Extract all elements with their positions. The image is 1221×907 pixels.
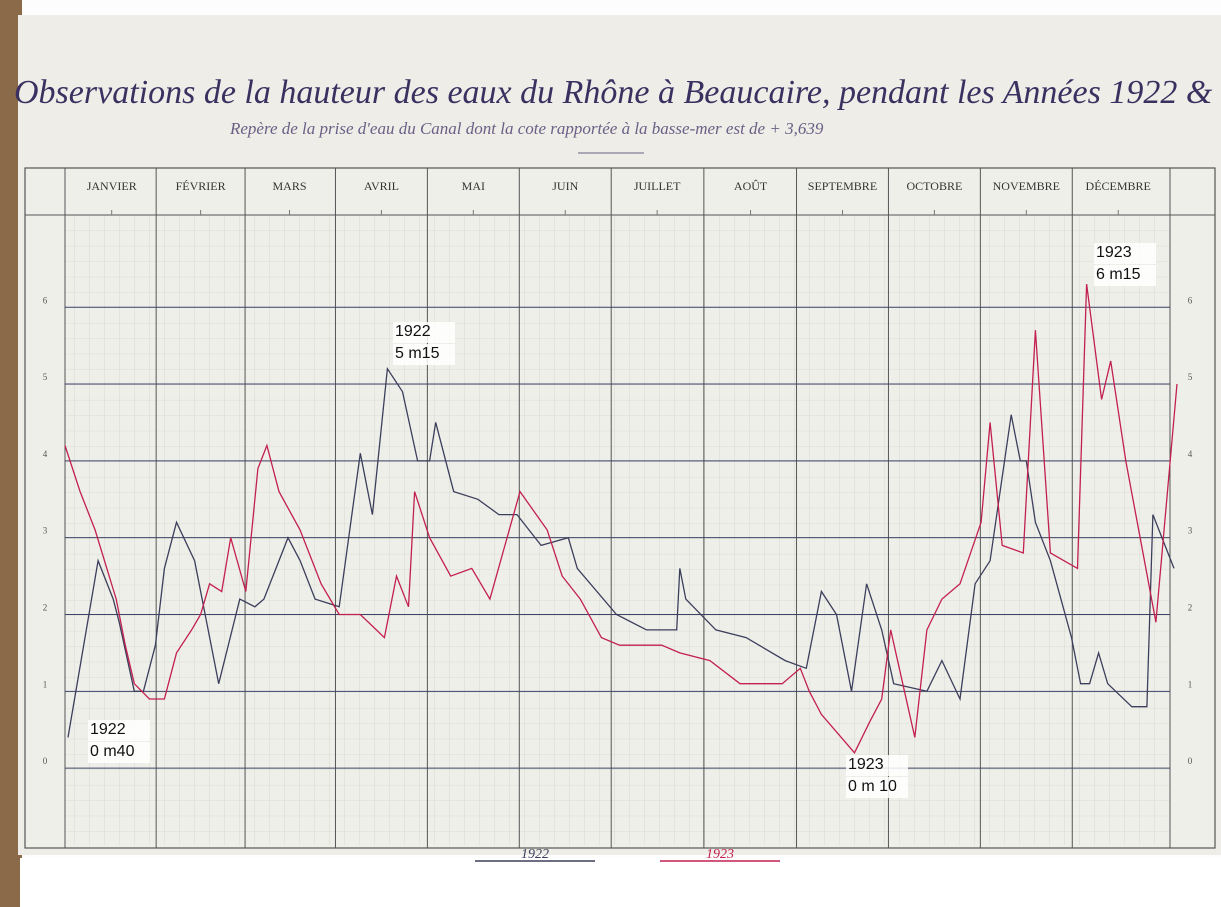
x-tick-label: FÉVRIER <box>176 179 226 193</box>
x-tick-label: MARS <box>272 179 306 193</box>
x-tick-label: NOVEMBRE <box>993 179 1060 193</box>
x-tick-label: JUILLET <box>634 179 681 193</box>
y-tick-label: 3 <box>43 526 48 536</box>
annotation: 1922 <box>90 721 126 738</box>
y-tick-label: 5 <box>43 372 48 382</box>
annotation: 5 m15 <box>395 345 440 362</box>
annotation: 6 m15 <box>1096 266 1141 283</box>
y-tick-label: 0 <box>43 756 48 766</box>
y-tick-label: 6 <box>1188 295 1193 305</box>
annotation-bg <box>393 322 455 343</box>
y-tick-label: 1 <box>1188 679 1193 689</box>
x-tick-label: JANVIER <box>87 179 137 193</box>
binding-edge <box>0 0 22 907</box>
y-tick-label: 5 <box>1188 372 1193 382</box>
chart-subtitle: Repère de la prise d'eau du Canal dont l… <box>229 119 824 138</box>
annotation: 0 m 10 <box>848 778 897 795</box>
data-line <box>64 284 1178 754</box>
footer <box>20 858 1221 907</box>
x-tick-label: OCTOBRE <box>907 179 963 193</box>
legend-label: 1922 <box>521 847 549 862</box>
x-tick-label: DÉCEMBRE <box>1086 179 1151 193</box>
annotation: 1923 <box>848 756 884 773</box>
x-tick-label: MAI <box>462 179 485 193</box>
annotation-bg <box>88 742 150 763</box>
annotation-bg <box>846 777 908 798</box>
y-tick-label: 6 <box>43 295 48 305</box>
y-tick-label: 1 <box>43 679 48 689</box>
annotation-bg <box>88 720 150 741</box>
legend-label: 1923 <box>706 847 734 862</box>
annotation-bg <box>393 344 455 365</box>
y-tick-label: 2 <box>43 603 48 613</box>
annotation: 1922 <box>395 323 431 340</box>
annotation: 1923 <box>1096 244 1132 261</box>
y-tick-label: 2 <box>1188 603 1193 613</box>
x-tick-label: AOÛT <box>734 179 768 193</box>
x-tick-label: JUIN <box>552 179 578 193</box>
annotation: 0 m40 <box>90 743 135 760</box>
chart-title: Observations de la hauteur des eaux du R… <box>14 74 1221 111</box>
annotation-bg <box>846 755 908 776</box>
y-tick-label: 3 <box>1188 526 1193 536</box>
annotation-bg <box>1094 243 1156 264</box>
x-tick-label: AVRIL <box>364 179 399 193</box>
minor-grid <box>65 215 1170 845</box>
y-tick-label: 0 <box>1188 756 1193 766</box>
y-tick-label: 4 <box>43 449 48 459</box>
y-tick-label: 4 <box>1188 449 1193 459</box>
x-tick-label: SEPTEMBRE <box>808 179 877 193</box>
annotation-bg <box>1094 265 1156 286</box>
